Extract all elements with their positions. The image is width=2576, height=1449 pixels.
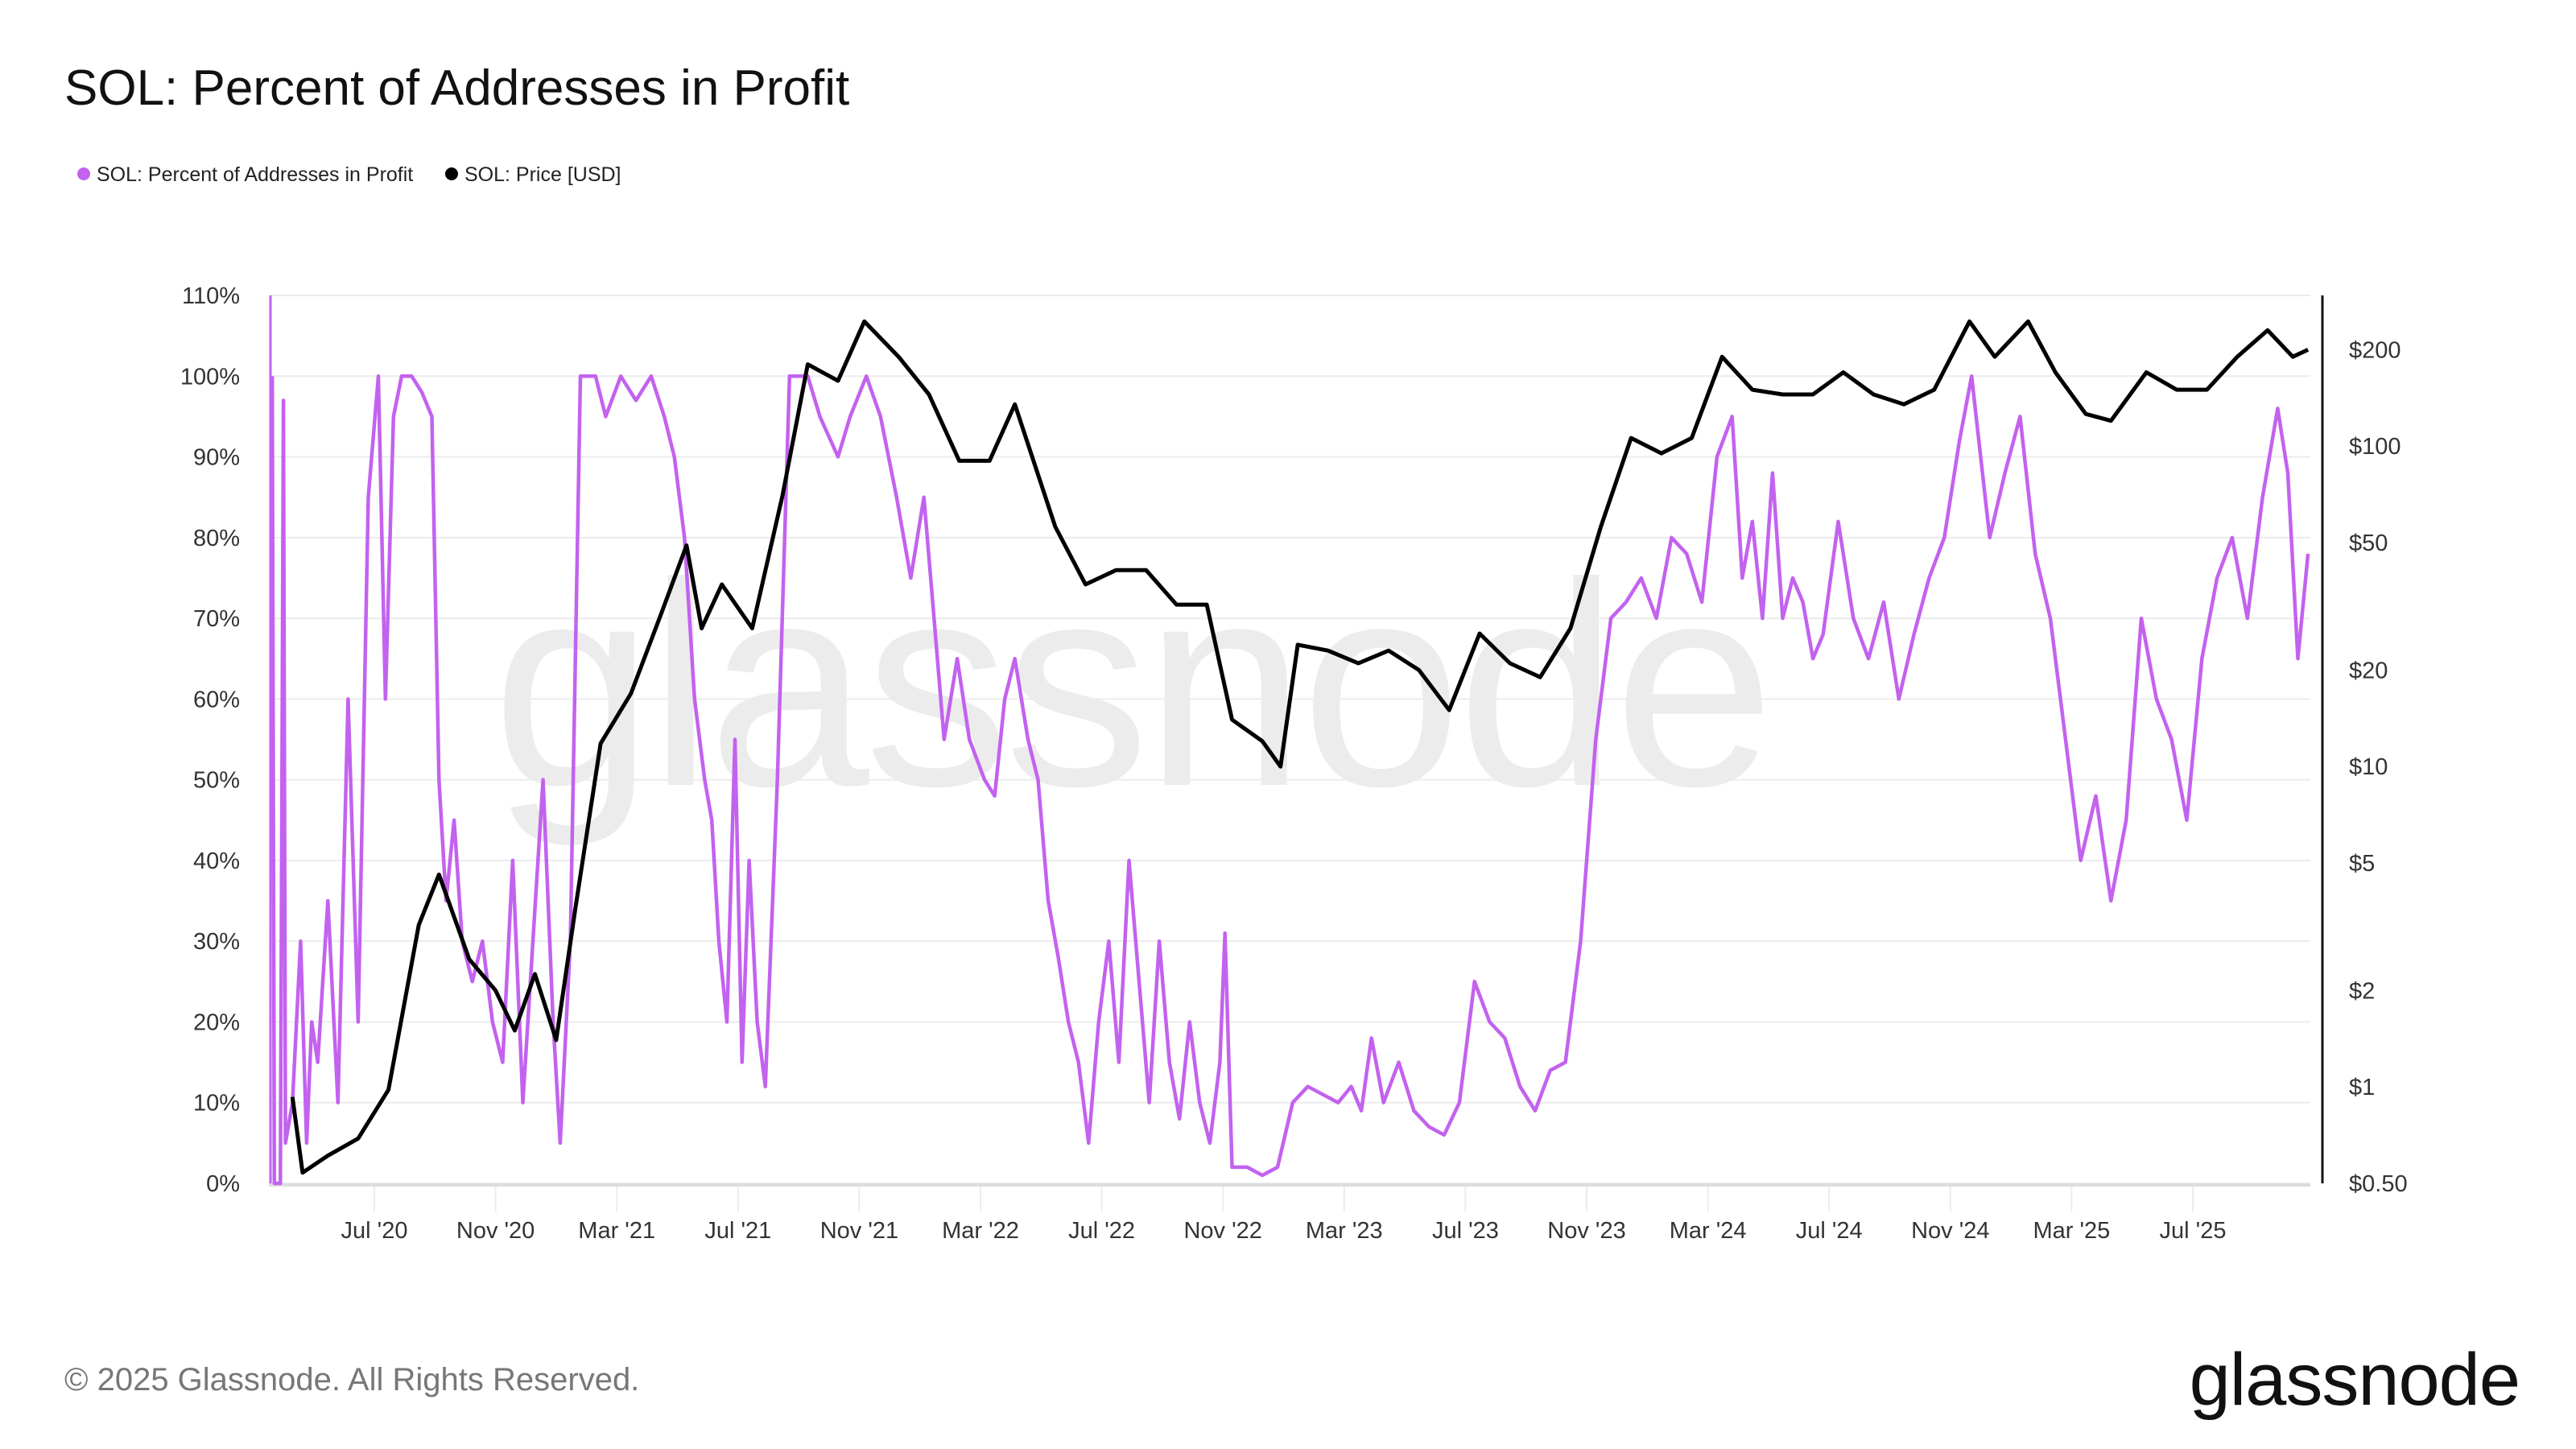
x-tick-label: Mar '22	[942, 1218, 1019, 1244]
y-left-tick-label: 110%	[182, 283, 240, 309]
y-left-tick-label: 10%	[193, 1091, 240, 1117]
y-right-tick-label: $1	[2349, 1075, 2375, 1100]
x-tick-label: Nov '23	[1547, 1218, 1625, 1244]
x-tick-label: Mar '24	[1670, 1218, 1747, 1244]
x-tick-label: Mar '25	[2033, 1218, 2111, 1244]
x-tick-label: Jul '23	[1432, 1218, 1499, 1244]
glassnode-logo: glassnode	[2190, 1339, 2520, 1421]
y-right-tick-label: $2	[2349, 978, 2375, 1004]
y-left-tick-label: 50%	[193, 768, 240, 794]
y-left-tick-label: 60%	[193, 687, 240, 712]
y-left-tick-label: 20%	[193, 1009, 240, 1035]
y-right-tick-label: $100	[2349, 434, 2401, 460]
y-left-tick-label: 30%	[193, 929, 240, 955]
x-tick-label: Jul '24	[1796, 1218, 1863, 1244]
x-tick-label: Nov '24	[1911, 1218, 1989, 1244]
legend-label-percent[interactable]: SOL: Percent of Addresses in Profit	[97, 163, 413, 186]
y-left-tick-label: 0%	[206, 1171, 240, 1197]
x-tick-label: Jul '20	[341, 1218, 408, 1244]
series-line-price	[290, 319, 2310, 1175]
legend-label-price[interactable]: SOL: Price [USD]	[464, 163, 621, 186]
y-right-tick-label: $20	[2349, 658, 2388, 683]
x-tick-label: Jul '21	[704, 1218, 771, 1244]
x-tick-label: Jul '22	[1068, 1218, 1135, 1244]
y-right-tick-label: $10	[2349, 754, 2388, 780]
y-right-tick-label: $50	[2349, 530, 2388, 556]
y-right-tick-label: $5	[2349, 851, 2375, 877]
series-line-percent-in-profit	[270, 374, 2310, 1186]
x-tick-label: Nov '22	[1183, 1218, 1261, 1244]
y-left-tick-label: 70%	[193, 606, 240, 632]
copyright: © 2025 Glassnode. All Rights Reserved.	[64, 1362, 639, 1397]
x-tick-label: Jul '25	[2160, 1218, 2227, 1244]
x-axis: Jul '20 Nov '20 Mar '21 Jul '21 Nov '21 Mar '…	[341, 1218, 2227, 1244]
y-right-tick-label: $0.50	[2349, 1171, 2408, 1197]
chart-title: SOL: Percent of Addresses in Profit	[64, 60, 849, 116]
y-left-tick-label: 40%	[193, 848, 240, 874]
x-tick-label: Mar '21	[578, 1218, 655, 1244]
x-tick-label: Mar '23	[1306, 1218, 1383, 1244]
x-tick-label: Nov '21	[820, 1218, 898, 1244]
y-left-tick-label: 100%	[180, 364, 240, 390]
legend: SOL: Percent of Addresses in Profit SOL:…	[77, 163, 621, 186]
y-right-tick-label: $200	[2349, 337, 2401, 363]
y-left-tick-label: 90%	[193, 445, 240, 471]
y-left-tick-label: 80%	[193, 526, 240, 551]
legend-marker-percent	[77, 167, 90, 180]
legend-marker-price	[445, 167, 458, 180]
y-axis-left: 0% 10% 20% 30% 40% 50% 60% 70% 80% 90% 100% 110%	[180, 283, 240, 1197]
y-axis-right: $0.50 $1 $2 $5 $10 $20 $50 $100 $200	[2349, 337, 2408, 1197]
x-tick-label: Nov '20	[456, 1218, 535, 1244]
